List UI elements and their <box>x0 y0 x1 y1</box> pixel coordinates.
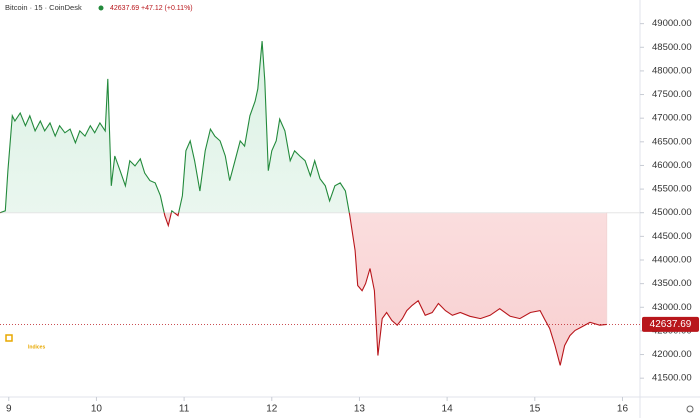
area-up <box>0 41 607 213</box>
chart-title: Bitcoin · 15 · CoinDesk <box>5 3 82 12</box>
y-tick-label: 45500.00 <box>652 184 692 195</box>
x-tick-label: 12 <box>266 404 278 415</box>
y-tick-label: 43000.00 <box>652 302 692 313</box>
y-tick-label: 44500.00 <box>652 231 692 242</box>
price-tag-label: 42637.69 <box>650 319 692 330</box>
y-tick-label: 41500.00 <box>652 373 692 384</box>
line-down <box>0 212 607 366</box>
header-price: 42637.69 <box>110 5 139 12</box>
y-tick-label: 46000.00 <box>652 160 692 171</box>
x-tick-label: 9 <box>6 404 12 415</box>
y-tick-label: 46500.00 <box>652 136 692 147</box>
x-tick-label: 15 <box>529 404 541 415</box>
y-tick-label: 43500.00 <box>652 278 692 289</box>
y-tick-label: 44000.00 <box>652 255 692 266</box>
area-down <box>164 212 607 366</box>
y-tick-label: 45000.00 <box>652 207 692 218</box>
x-tick-label: 10 <box>91 404 103 415</box>
status-dot <box>98 5 104 11</box>
y-tick-label: 49000.00 <box>652 18 692 29</box>
x-tick-label: 13 <box>354 404 366 415</box>
line-up <box>0 41 350 213</box>
logo-icon <box>5 334 13 342</box>
x-tick-label: 11 <box>179 404 190 415</box>
logo-text: Indices <box>28 344 45 350</box>
y-tick-label: 48000.00 <box>652 65 692 76</box>
x-tick-label: 14 <box>442 404 454 415</box>
y-tick-label: 42000.00 <box>652 349 692 360</box>
header-change: +47.12 (+0.11%) <box>141 5 193 12</box>
y-tick-label: 47000.00 <box>652 113 692 124</box>
settings-icon[interactable] <box>686 405 694 413</box>
price-tag <box>642 316 699 332</box>
x-tick-label: 16 <box>617 404 629 415</box>
y-tick-label: 47500.00 <box>652 89 692 100</box>
y-tick-label: 48500.00 <box>652 42 692 53</box>
